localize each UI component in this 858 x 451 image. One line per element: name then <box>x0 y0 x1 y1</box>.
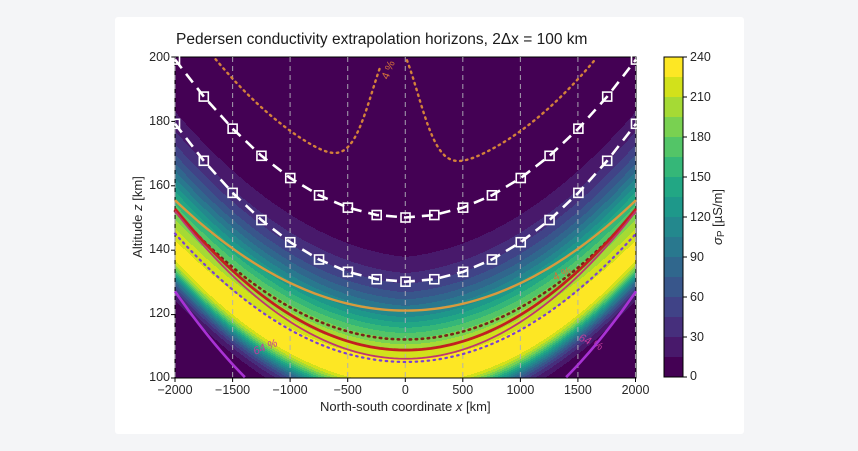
svg-text:−1000: −1000 <box>273 383 308 397</box>
svg-text:64 %: 64 % <box>252 337 280 358</box>
svg-text:2000: 2000 <box>622 383 650 397</box>
svg-text:30: 30 <box>690 330 704 344</box>
svg-text:60: 60 <box>690 290 704 304</box>
svg-text:160: 160 <box>149 178 170 192</box>
svg-text:200: 200 <box>149 50 170 64</box>
svg-text:0: 0 <box>402 383 409 397</box>
svg-text:180: 180 <box>690 130 711 144</box>
svg-text:σP [µS/m]: σP [µS/m] <box>710 189 727 245</box>
svg-text:−500: −500 <box>334 383 362 397</box>
svg-text:500: 500 <box>452 383 473 397</box>
svg-text:120: 120 <box>690 210 711 224</box>
svg-text:90: 90 <box>690 250 704 264</box>
svg-text:Pedersen conductivity extrapol: Pedersen conductivity extrapolation hori… <box>176 31 587 48</box>
svg-text:Altitude z [km]: Altitude z [km] <box>130 176 145 258</box>
svg-text:−2000: −2000 <box>157 383 192 397</box>
svg-text:210: 210 <box>690 90 711 104</box>
svg-text:180: 180 <box>149 114 170 128</box>
svg-text:1500: 1500 <box>564 383 592 397</box>
svg-text:120: 120 <box>149 306 170 320</box>
svg-text:0: 0 <box>690 369 697 383</box>
svg-text:4 %: 4 % <box>380 59 398 81</box>
svg-text:−1500: −1500 <box>215 383 250 397</box>
svg-text:North-south coordinate x [km]: North-south coordinate x [km] <box>320 399 491 414</box>
svg-text:100: 100 <box>149 370 170 384</box>
svg-text:1000: 1000 <box>506 383 534 397</box>
svg-text:140: 140 <box>149 242 170 256</box>
svg-text:150: 150 <box>690 170 711 184</box>
svg-text:240: 240 <box>690 50 711 64</box>
